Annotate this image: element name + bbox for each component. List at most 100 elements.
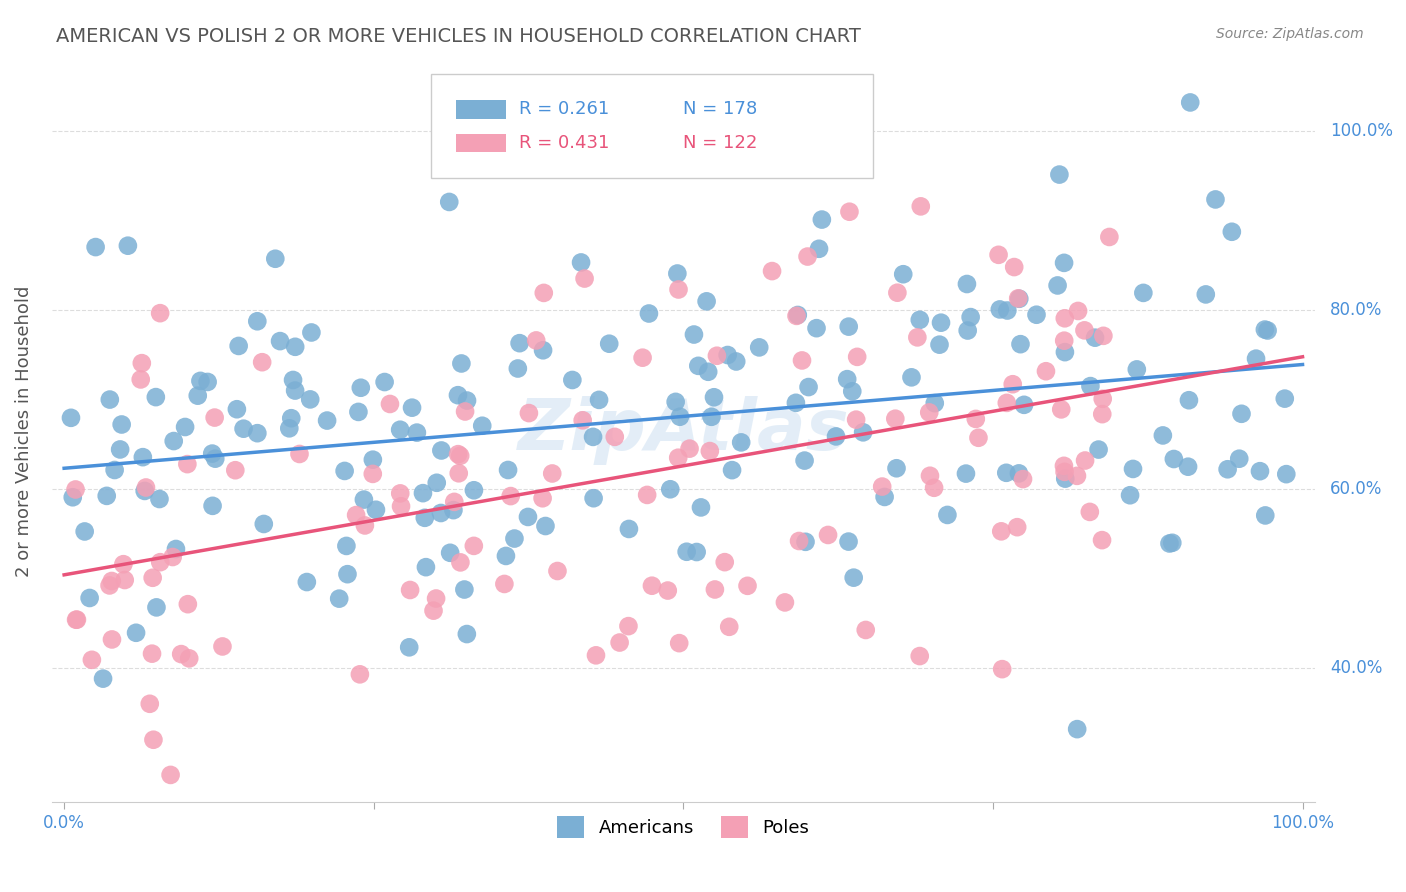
Text: R = 0.431: R = 0.431 (519, 134, 609, 152)
Point (174, 420, 197, 434)
Point (685, 545, 707, 559)
Point (517, 510, 540, 524)
Point (825, 429, 848, 443)
Point (159, 768, 181, 782)
Point (700, 409, 723, 424)
Point (456, 627, 478, 641)
Point (98, 392, 121, 407)
Point (956, 324, 979, 338)
Point (886, 285, 908, 300)
Point (1007, 291, 1029, 305)
Point (796, 250, 818, 264)
Point (1177, 459, 1199, 474)
Point (730, 435, 752, 450)
Point (793, 453, 815, 467)
Point (929, 316, 952, 330)
Point (389, 500, 412, 514)
Point (145, 600, 167, 615)
Point (928, 337, 950, 351)
Point (145, 390, 167, 404)
Point (1046, 278, 1069, 293)
Point (1161, 536, 1184, 550)
Point (415, 560, 437, 574)
Point (1012, 398, 1035, 412)
Point (786, 308, 808, 322)
Point (225, 402, 247, 417)
Point (1098, 230, 1121, 244)
Point (995, 396, 1018, 410)
Text: R = 0.261: R = 0.261 (519, 101, 609, 119)
Point (1227, 451, 1250, 466)
Point (900, 370, 922, 384)
Point (204, 410, 226, 425)
Point (281, 373, 304, 387)
Point (453, 582, 475, 597)
Point (139, 697, 162, 711)
Point (79, 591, 101, 605)
Point (170, 647, 193, 661)
Point (389, 423, 412, 437)
Point (354, 518, 377, 533)
Point (790, 353, 813, 368)
Point (1204, 193, 1226, 207)
Point (1054, 472, 1077, 486)
Point (201, 447, 224, 461)
Point (1063, 0, 1085, 1)
Point (641, 579, 664, 593)
Point (1275, 467, 1298, 482)
Point (1119, 488, 1142, 502)
Point (808, 242, 831, 256)
Point (149, 306, 172, 320)
Point (299, 326, 322, 340)
Point (617, 619, 640, 633)
Point (918, 468, 941, 483)
Point (449, 449, 471, 463)
Point (965, 412, 987, 426)
Point (636, 488, 658, 502)
Point (1220, 225, 1243, 239)
Point (228, 339, 250, 353)
Point (699, 444, 721, 458)
Point (165, 541, 187, 556)
Point (541, 467, 564, 481)
Point (582, 430, 605, 444)
Point (574, 271, 596, 285)
Point (852, 425, 875, 440)
Point (450, 356, 472, 370)
Point (891, 267, 914, 281)
Point (1074, 453, 1097, 467)
Point (1066, 722, 1088, 736)
Point (787, 534, 810, 549)
Point (1005, 520, 1028, 534)
Point (80, 653, 103, 667)
Point (631, 351, 654, 365)
Point (582, 491, 605, 506)
Point (995, 466, 1018, 480)
Point (328, 591, 350, 606)
Point (706, 349, 728, 363)
Point (204, 451, 226, 466)
Point (108, 442, 131, 457)
Point (316, 413, 339, 427)
Point (1053, 256, 1076, 270)
Point (1080, 379, 1102, 393)
Point (1091, 392, 1114, 406)
Point (1053, 345, 1076, 359)
Point (585, 648, 607, 663)
Point (84, 240, 107, 254)
Point (149, 555, 172, 569)
Point (422, 604, 444, 618)
Point (439, 194, 461, 209)
Point (703, 582, 725, 597)
Point (1035, 364, 1057, 378)
Point (430, 506, 453, 520)
Point (1012, 472, 1035, 486)
Point (190, 374, 212, 388)
Point (350, 381, 373, 395)
Point (117, 238, 139, 252)
Point (534, 519, 557, 533)
Point (967, 431, 990, 445)
Point (1159, 536, 1181, 550)
Point (1084, 331, 1107, 345)
Point (264, 252, 287, 266)
